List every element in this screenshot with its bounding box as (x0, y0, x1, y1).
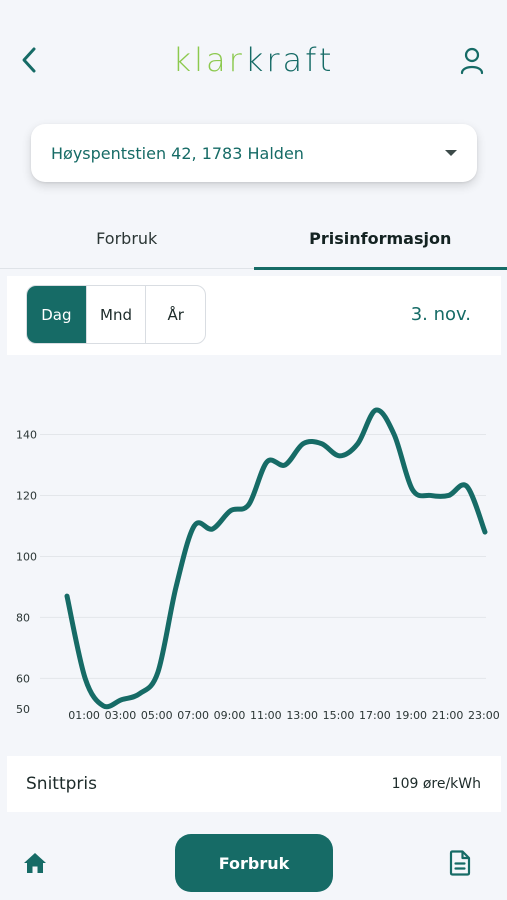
tab-bar: Forbruk Prisinformasjon (0, 212, 507, 270)
x-tick-label: 01:00 (68, 709, 100, 722)
y-tick-label: 140 (16, 428, 37, 441)
home-icon (24, 853, 46, 873)
price-chart-svg: 50 60 80 100 120 140 01:00 03:00 05:00 07:00 09:00… (16, 407, 500, 722)
tab-divider (0, 268, 254, 269)
x-tick-label: 21:00 (432, 709, 464, 722)
x-tick-label: 09:00 (214, 709, 246, 722)
forbruk-button[interactable]: Forbruk (175, 834, 333, 892)
x-tick-label: 13:00 (286, 709, 318, 722)
average-price-card: Snittpris 109 øre/kWh (7, 756, 501, 812)
y-tick-label: 50 (16, 703, 30, 716)
price-chart: 50 60 80 100 120 140 01:00 03:00 05:00 07:00 09:00… (0, 370, 507, 730)
address-selected-value: Høyspentstien 42, 1783 Halden (51, 143, 304, 163)
x-tick-label: 11:00 (250, 709, 282, 722)
tab-forbruk[interactable]: Forbruk (96, 229, 158, 248)
y-tick-label: 120 (16, 489, 37, 502)
x-tick-label: 03:00 (105, 709, 137, 722)
logo-kraft: kraft (244, 41, 335, 79)
x-tick-label: 17:00 (359, 709, 391, 722)
y-tick-label: 100 (16, 550, 37, 563)
y-tick-label: 80 (16, 611, 30, 624)
period-segmented-control: Dag Mnd År (26, 285, 206, 344)
status-bar (0, 0, 507, 26)
user-icon (460, 47, 484, 75)
selected-date[interactable]: 3. nov. (410, 304, 471, 325)
tab-prisinformasjon[interactable]: Prisinformasjon (253, 212, 507, 270)
back-button[interactable] (14, 42, 44, 78)
caret-down-icon (445, 150, 457, 156)
app-logo: klarkraft (0, 38, 507, 82)
document-icon (449, 850, 471, 876)
address-dropdown[interactable]: Høyspentstien 42, 1783 Halden (31, 124, 477, 182)
profile-button[interactable] (457, 44, 487, 78)
period-option-year[interactable]: År (145, 286, 205, 343)
x-tick-label: 07:00 (177, 709, 209, 722)
home-button[interactable] (22, 850, 50, 878)
bottom-navigation: Forbruk (0, 820, 507, 900)
chevron-left-icon (22, 47, 36, 73)
x-tick-label: 05:00 (141, 709, 173, 722)
x-tick-label: 19:00 (395, 709, 427, 722)
period-option-day[interactable]: Dag (27, 286, 86, 343)
logo-klar: klar (172, 41, 245, 79)
document-button[interactable] (449, 850, 473, 878)
period-selector-card: Dag Mnd År 3. nov. (7, 276, 501, 355)
y-tick-label: 60 (16, 672, 30, 685)
period-option-month[interactable]: Mnd (85, 286, 146, 343)
app-header: klarkraft (0, 30, 507, 92)
average-price-label: Snittpris (26, 774, 97, 794)
x-tick-label: 15:00 (323, 709, 355, 722)
average-price-value: 109 øre/kWh (391, 776, 481, 792)
x-tick-label: 23:00 (468, 709, 500, 722)
price-line (64, 407, 488, 710)
